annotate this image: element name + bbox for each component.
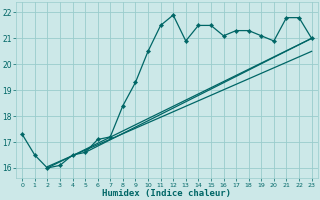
X-axis label: Humidex (Indice chaleur): Humidex (Indice chaleur) <box>102 189 231 198</box>
